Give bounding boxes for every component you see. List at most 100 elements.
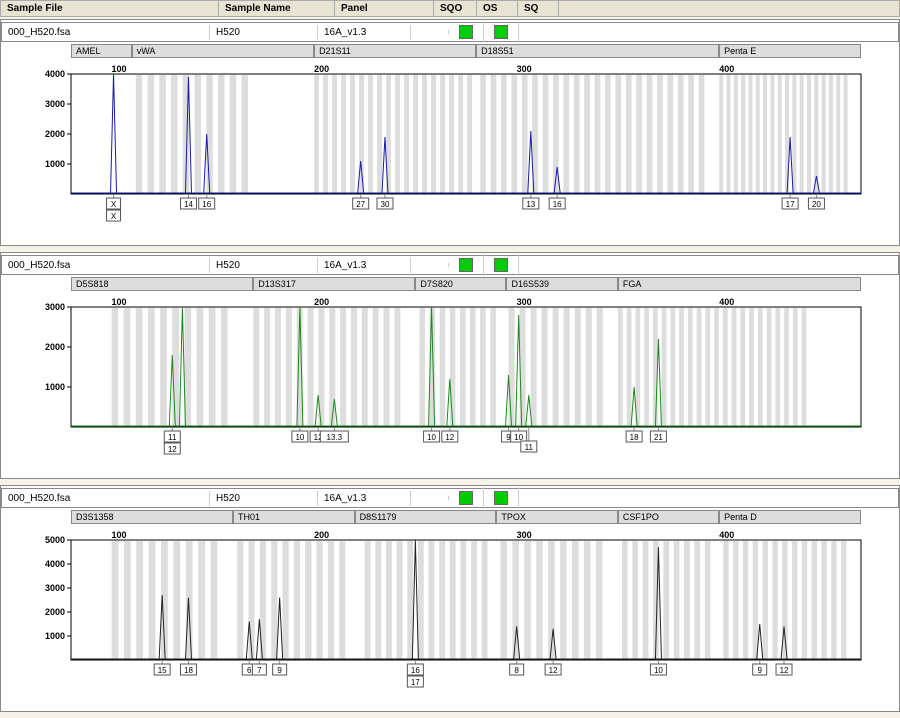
x-tick-label: 200 (314, 530, 329, 540)
locus-Penta E[interactable]: Penta E (719, 44, 861, 58)
sample-info-row: 000_H520.fsaH52016A_v1.3 (1, 255, 899, 275)
locus-D3S1358[interactable]: D3S1358 (71, 510, 233, 524)
locus-D5S818[interactable]: D5S818 (71, 277, 253, 291)
panel-name: 16A_v1.3 (318, 25, 411, 40)
electropherogram-chart: 1002003004001000200030004000500015186791… (5, 526, 881, 706)
allele-label: 6 (247, 666, 252, 675)
x-tick-label: 100 (112, 297, 127, 307)
col-panel: Panel (335, 1, 434, 17)
os-cell (449, 487, 484, 509)
os-indicator-icon (459, 491, 473, 505)
col-samplename: Sample Name (219, 1, 335, 17)
panel-1: 000_H520.fsaH52016A_v1.3 D5S818D13S317D7S… (0, 252, 900, 479)
loci-bar: AMELvWAD21S11D18S51Penta E (71, 44, 861, 58)
locus-Penta D[interactable]: Penta D (719, 510, 861, 524)
y-tick-label: 2000 (45, 607, 65, 617)
x-tick-label: 200 (314, 297, 329, 307)
allele-label: 11 (168, 433, 177, 442)
samplefile: 000_H520.fsa (2, 25, 210, 40)
sq-indicator-icon (494, 491, 508, 505)
samplename: H520 (210, 25, 318, 40)
sq-indicator-icon (494, 25, 508, 39)
sq-indicator-icon (494, 258, 508, 272)
locus-D18S51[interactable]: D18S51 (476, 44, 719, 58)
y-tick-label: 2000 (45, 342, 65, 352)
os-indicator-icon (459, 258, 473, 272)
locus-FGA[interactable]: FGA (618, 277, 861, 291)
samplefile: 000_H520.fsa (2, 491, 210, 506)
loci-bar: D3S1358TH01D8S1179TPOXCSF1POPenta D (71, 510, 861, 524)
allele-label: 20 (812, 200, 821, 209)
sq-cell (484, 487, 519, 509)
locus-D8S1179[interactable]: D8S1179 (355, 510, 497, 524)
allele-label: 11 (525, 443, 534, 452)
samplename: H520 (210, 491, 318, 506)
allele-label: 21 (654, 433, 663, 442)
allele-label: 16 (202, 200, 211, 209)
allele-label: 30 (381, 200, 390, 209)
locus-AMEL[interactable]: AMEL (71, 44, 132, 58)
y-tick-label: 1000 (45, 631, 65, 641)
allele-label: 13 (526, 200, 535, 209)
allele-label: 13.3 (327, 433, 343, 442)
sqo-cell (411, 30, 449, 34)
allele-label: 12 (168, 445, 177, 454)
sample-info-row: 000_H520.fsaH52016A_v1.3 (1, 488, 899, 508)
allele-label: 14 (184, 200, 193, 209)
locus-vWA[interactable]: vWA (132, 44, 314, 58)
y-tick-label: 3000 (45, 583, 65, 593)
os-indicator-icon (459, 25, 473, 39)
locus-D7S820[interactable]: D7S820 (415, 277, 506, 291)
allele-label: 8 (514, 666, 519, 675)
x-tick-label: 400 (719, 64, 734, 74)
allele-label: 17 (786, 200, 795, 209)
loci-bar: D5S818D13S317D7S820D16S539FGA (71, 277, 861, 291)
sq-cell (484, 254, 519, 276)
y-tick-label: 2000 (45, 129, 65, 139)
y-tick-label: 1000 (45, 159, 65, 169)
allele-label: 10 (295, 433, 304, 442)
allele-label: 9 (277, 666, 282, 675)
allele-label: 10 (427, 433, 436, 442)
allele-label: 18 (184, 666, 193, 675)
y-tick-label: 3000 (45, 302, 65, 312)
samplename: H520 (210, 258, 318, 273)
allele-label: 12 (780, 666, 789, 675)
allele-label: 7 (257, 666, 262, 675)
x-tick-label: 300 (517, 64, 532, 74)
x-tick-label: 300 (517, 297, 532, 307)
x-tick-label: 400 (719, 530, 734, 540)
allele-label: 9 (757, 666, 762, 675)
y-tick-label: 4000 (45, 559, 65, 569)
os-cell (449, 254, 484, 276)
allele-label: 17 (411, 678, 420, 687)
col-sq: SQ (518, 1, 559, 17)
locus-TH01[interactable]: TH01 (233, 510, 355, 524)
x-tick-label: 100 (112, 530, 127, 540)
y-tick-label: 4000 (45, 69, 65, 79)
sq-cell (484, 21, 519, 43)
sqo-cell (411, 263, 449, 267)
allele-label: X (111, 212, 117, 221)
allele-label: 27 (356, 200, 365, 209)
x-tick-label: 200 (314, 64, 329, 74)
locus-D21S11[interactable]: D21S11 (314, 44, 476, 58)
y-tick-label: 5000 (45, 535, 65, 545)
os-cell (449, 21, 484, 43)
x-tick-label: 300 (517, 530, 532, 540)
y-tick-label: 3000 (45, 99, 65, 109)
locus-CSF1PO[interactable]: CSF1PO (618, 510, 719, 524)
allele-label: 18 (630, 433, 639, 442)
x-tick-label: 100 (112, 64, 127, 74)
electropherogram-chart: 1002003004001000200030001112101213.31012… (5, 293, 881, 473)
panel-name: 16A_v1.3 (318, 258, 411, 273)
panel-0: 000_H520.fsaH52016A_v1.3 AMELvWAD21S11D18… (0, 19, 900, 246)
panel-2: 000_H520.fsaH52016A_v1.3 D3S1358TH01D8S11… (0, 485, 900, 712)
allele-label: 16 (411, 666, 420, 675)
locus-D16S539[interactable]: D16S539 (506, 277, 617, 291)
allele-label: 12 (445, 433, 454, 442)
locus-D13S317[interactable]: D13S317 (253, 277, 415, 291)
locus-TPOX[interactable]: TPOX (496, 510, 618, 524)
allele-label: 12 (549, 666, 558, 675)
samplefile: 000_H520.fsa (2, 258, 210, 273)
